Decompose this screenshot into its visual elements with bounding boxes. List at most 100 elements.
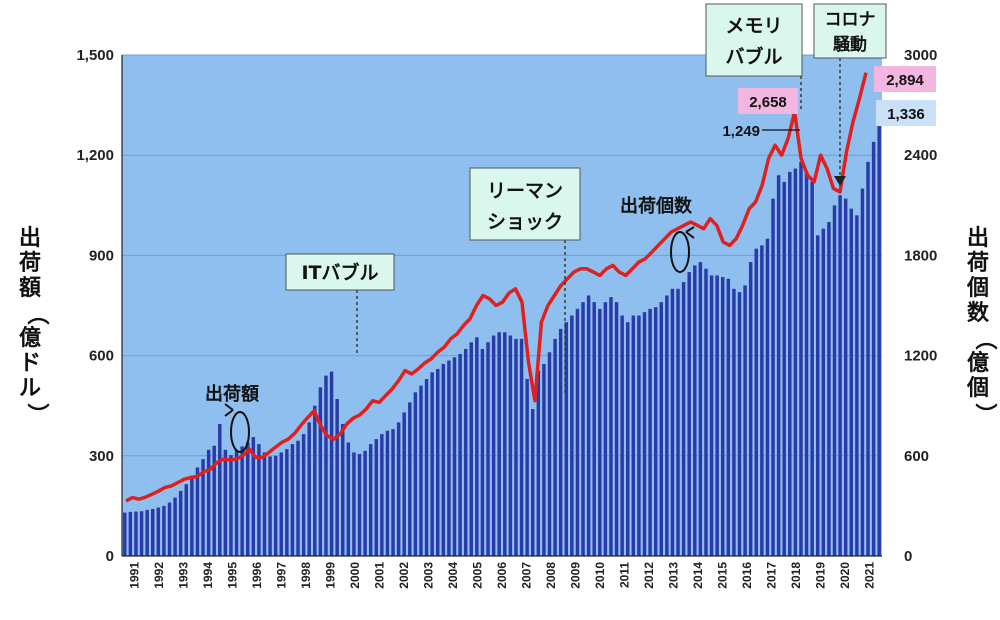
bar (368, 444, 373, 556)
bar (531, 409, 535, 556)
bar (698, 262, 703, 556)
annotation-memory-bubble: メモリ バブル (705, 3, 803, 110)
bar (877, 109, 881, 556)
bar (223, 449, 228, 556)
bar (229, 455, 233, 556)
x-tick-label: 2002 (397, 562, 411, 589)
y-right-tick-label: 3000 (904, 47, 937, 64)
bar (436, 368, 440, 556)
x-tick-label: 2006 (495, 562, 509, 589)
axis-title-char: （ (972, 328, 997, 350)
label-latest-revenue: 1,336 (876, 100, 936, 126)
bar (570, 315, 574, 556)
bar (251, 437, 256, 556)
bar (469, 342, 473, 556)
bar (279, 452, 283, 556)
callout-units-text: 出荷個数 (620, 195, 693, 217)
bar (832, 205, 837, 557)
bar (246, 442, 250, 556)
y-left-tick-label: 1,500 (76, 47, 114, 64)
y-right-tick-label: 1800 (904, 247, 937, 264)
label-latest-units: 2,894 (874, 66, 936, 92)
x-tick-label: 2016 (740, 562, 754, 589)
y-left-tick-label: 0 (106, 548, 114, 565)
bar (849, 208, 853, 556)
axis-title-char: 個 (966, 276, 989, 301)
bar (519, 338, 524, 556)
callout-revenue-text: 出荷額 (205, 383, 259, 405)
bar (441, 363, 446, 556)
bar (184, 484, 188, 556)
x-tick-label: 2004 (446, 562, 460, 589)
bar (463, 348, 468, 556)
bar (128, 511, 133, 556)
bar (145, 509, 149, 556)
y-left-tick-label: 900 (89, 247, 114, 264)
bar (352, 452, 356, 556)
x-tick-label: 2003 (421, 562, 435, 589)
bar (631, 315, 636, 556)
bar (843, 198, 848, 556)
bar (206, 449, 211, 556)
axis-title-char: ド (19, 351, 41, 376)
bar (486, 342, 490, 556)
bar (240, 446, 244, 556)
bar (860, 188, 865, 556)
bar (173, 497, 177, 556)
bar (748, 262, 753, 556)
bar (866, 161, 870, 556)
bar (195, 467, 200, 556)
bar (816, 235, 820, 557)
x-tick-label: 2012 (642, 562, 656, 589)
bar (257, 444, 261, 556)
bar (508, 335, 513, 556)
bar (810, 181, 814, 557)
x-tick-label: 1996 (250, 562, 264, 589)
y-left-title: 出荷額（億ドル） (19, 226, 49, 425)
bar (626, 322, 630, 556)
bar (413, 392, 418, 556)
axis-title-char: ） (972, 403, 997, 425)
bar (402, 412, 406, 556)
axis-title-char: 荷 (967, 251, 989, 276)
bar (273, 455, 278, 556)
bar (123, 512, 127, 556)
annotation-memory-line2: バブル (725, 45, 782, 68)
bar (827, 222, 831, 556)
axis-title-char: 個 (966, 376, 989, 401)
bar (681, 282, 686, 556)
bar (234, 449, 239, 556)
x-tick-label: 1991 (127, 562, 141, 589)
y-right-tick-label: 600 (904, 448, 929, 465)
bar (838, 195, 842, 556)
bar (408, 402, 412, 556)
axis-title-char: 億 (967, 350, 989, 376)
label-peak-revenue-2018-text: 1,249 (722, 123, 760, 140)
bar (760, 245, 764, 556)
bar (458, 353, 462, 556)
x-tick-label: 2011 (618, 562, 632, 588)
y-left-tick-label: 1,200 (76, 147, 114, 164)
bar (581, 302, 585, 556)
bar (614, 302, 619, 556)
callout-revenue: 出荷額 (205, 383, 259, 453)
bar (776, 175, 781, 557)
y-right-tick-label: 2400 (904, 147, 937, 164)
bar (665, 295, 669, 556)
bar (156, 507, 161, 556)
bar (799, 161, 803, 556)
x-tick-label: 2021 (863, 562, 877, 589)
bar (218, 424, 222, 556)
axis-title-char: ル (19, 376, 41, 401)
bar (754, 248, 758, 556)
bar (491, 335, 496, 556)
annotation-corona-line2: 騒動 (833, 34, 867, 55)
x-tick-label: 2001 (372, 562, 386, 589)
bar (821, 228, 826, 556)
bar (525, 378, 529, 556)
bar (609, 297, 613, 556)
x-tick-label: 2018 (789, 562, 803, 589)
bar (721, 277, 725, 556)
y-right-tick-label: 0 (904, 548, 912, 565)
x-tick-label: 2013 (667, 562, 681, 589)
